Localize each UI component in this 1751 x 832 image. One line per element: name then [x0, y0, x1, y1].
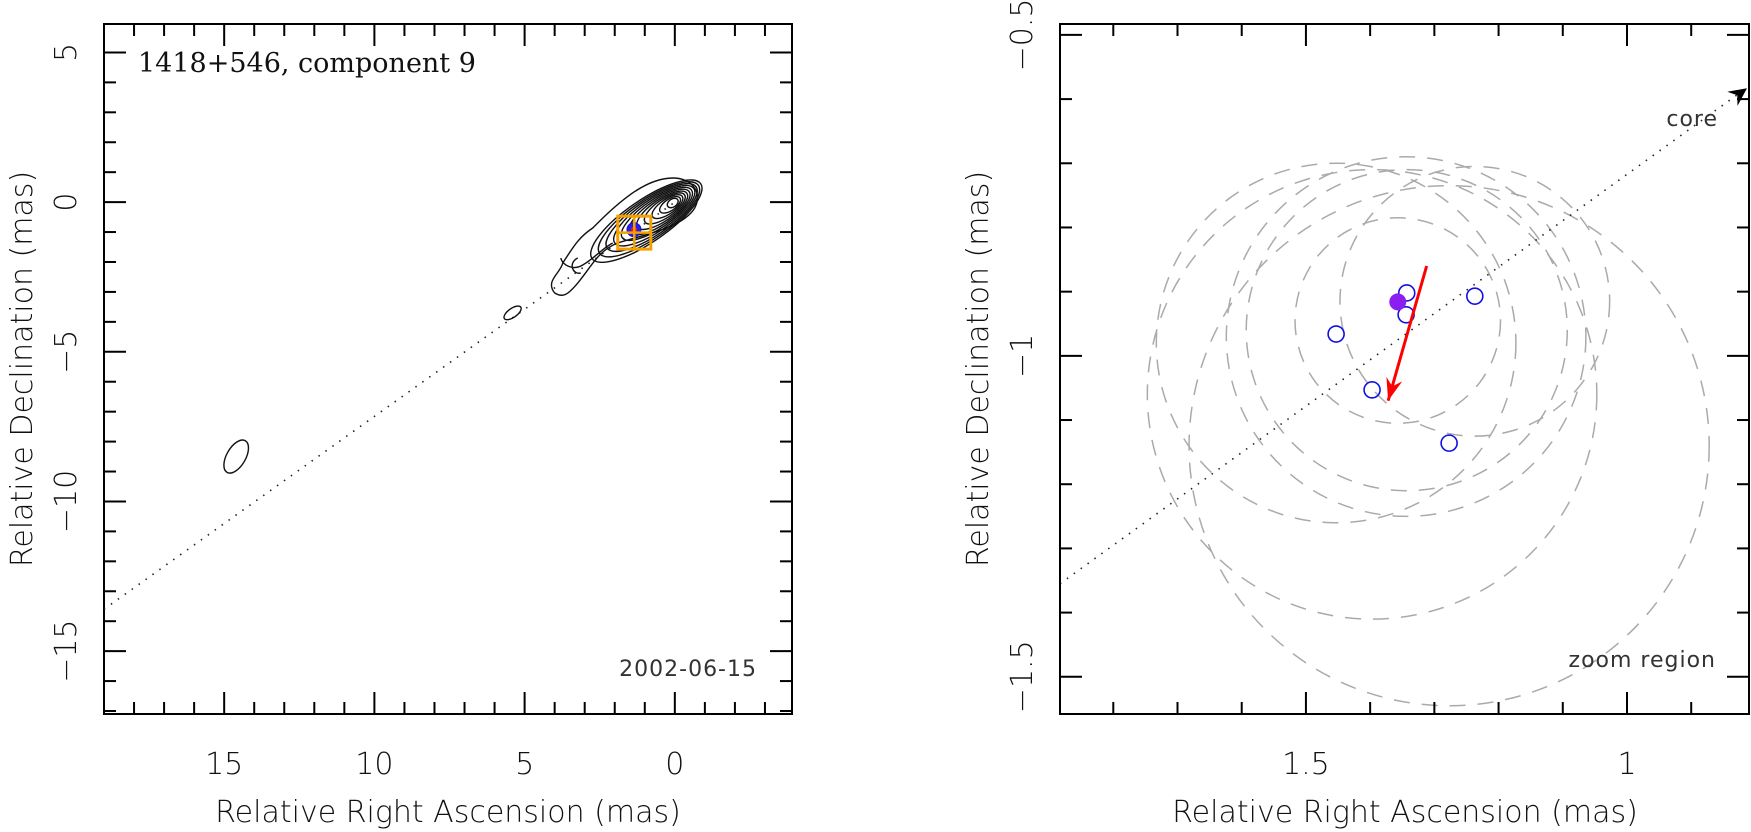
contour-level — [666, 197, 679, 209]
left-x-axis-label: Relative Right Ascension (mas) — [215, 795, 681, 830]
epoch-date-label: 2002-06-15 — [619, 657, 757, 682]
y-tick-label: −5 — [49, 330, 84, 374]
beam-ellipse — [223, 439, 250, 474]
uncertainty-circle — [1155, 162, 1517, 524]
jet-contour — [550, 177, 699, 296]
left-plot-frame — [103, 23, 793, 715]
uncertainty-circle — [1146, 168, 1598, 620]
zoom-region-label: zoom region — [1569, 648, 1716, 673]
uncertainty-circle — [1294, 217, 1502, 425]
y-tick-label: 0 — [49, 193, 84, 212]
jet-contour — [560, 242, 614, 269]
left-title: 1418+546, component 9 — [138, 48, 476, 79]
contour-level — [620, 186, 694, 242]
jet-axis-line — [103, 201, 676, 610]
y-tick-label: −1.5 — [1005, 640, 1040, 713]
y-tick-label: −15 — [49, 619, 84, 682]
contour-level — [658, 195, 682, 214]
left-map-content — [103, 177, 703, 610]
left-tick-labels: 15 10 5 0 5 0 −5 −10 −15 — [49, 43, 684, 782]
right-tick-labels: 1.5 1 −0.5 −1 −1.5 — [1005, 0, 1637, 782]
uncertainty-circle — [1245, 168, 1569, 492]
contour-level — [597, 181, 701, 258]
epoch-position-marker — [1327, 325, 1345, 343]
y-tick-label: 5 — [49, 43, 84, 62]
left-ticks — [103, 24, 792, 714]
epoch-position-marker — [1363, 381, 1381, 399]
x-tick-label: 0 — [665, 747, 684, 782]
contour-level — [651, 194, 684, 220]
x-tick-label: 15 — [205, 747, 243, 782]
core-direction-arrow-icon — [1727, 88, 1747, 106]
jet-contour — [571, 257, 581, 274]
left-y-axis-label: Relative Declination (mas) — [5, 171, 40, 567]
right-ticks — [1060, 24, 1749, 714]
y-tick-label: −10 — [49, 470, 84, 533]
velocity-arrow-head-icon — [1386, 376, 1403, 401]
right-plot-frame — [1059, 23, 1750, 715]
right-panel: 1.5 1 −0.5 −1 −1.5 core zoom region Relative… — [961, 0, 1750, 830]
core-label: core — [1666, 107, 1718, 132]
y-tick-label: −0.5 — [1005, 0, 1040, 71]
jet-axis-line — [1060, 85, 1749, 585]
knot-contour — [503, 305, 522, 321]
left-panel: 15 10 5 0 5 0 −5 −10 −15 1418+546, component 9 2… — [5, 23, 793, 830]
velocity-vector-line — [1386, 265, 1429, 402]
x-tick-label: 10 — [355, 747, 393, 782]
right-y-axis-label: Relative Declination (mas) — [961, 171, 996, 567]
contour-level — [643, 192, 686, 225]
right-zoom-content — [1060, 85, 1749, 707]
y-tick-label: −1 — [1005, 334, 1040, 378]
uncertainty-circle — [1339, 165, 1611, 437]
x-tick-label: 5 — [515, 747, 534, 782]
right-x-axis-label: Relative Right Ascension (mas) — [1172, 795, 1638, 830]
uncertainty-circle — [1188, 184, 1710, 707]
epoch-position-marker — [1466, 287, 1484, 305]
current-epoch-marker — [1389, 293, 1407, 311]
epoch-position-marker — [1440, 434, 1458, 452]
epoch-position-marker — [1397, 284, 1416, 302]
uncertainty-circle — [1225, 156, 1587, 518]
x-tick-label: 1.5 — [1282, 747, 1330, 782]
x-tick-label: 1 — [1617, 747, 1636, 782]
